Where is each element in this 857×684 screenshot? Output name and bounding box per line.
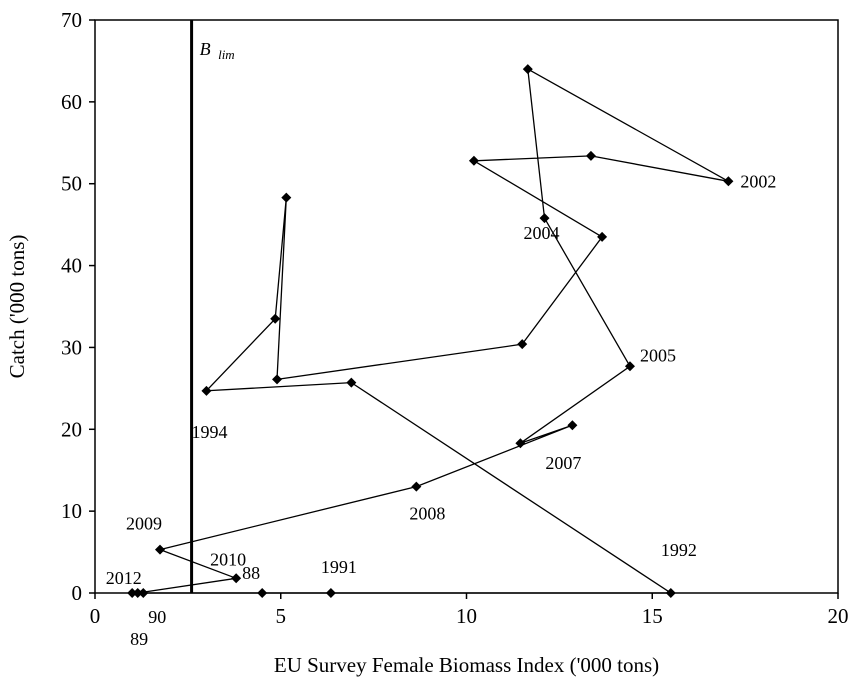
data-point — [468, 155, 479, 166]
data-point — [522, 64, 533, 75]
reference-label-main: B — [200, 39, 211, 59]
data-point — [567, 420, 578, 431]
x-tick-label: 15 — [642, 604, 663, 628]
data-point — [346, 377, 357, 388]
y-axis-title: Catch ('000 tons) — [5, 235, 29, 379]
x-tick-label: 10 — [456, 604, 477, 628]
data-point — [325, 588, 336, 598]
plot-area — [94, 19, 839, 594]
data-point — [665, 588, 676, 598]
data-point — [272, 374, 283, 385]
point-annotation: 2004 — [524, 223, 560, 243]
data-point — [597, 231, 608, 242]
point-annotation: 2007 — [545, 453, 581, 473]
reference-label-subscript: lim — [218, 47, 235, 62]
data-point — [723, 176, 734, 187]
point-annotation: 89 — [130, 629, 148, 649]
x-axis-title: EU Survey Female Biomass Index ('000 ton… — [274, 653, 659, 677]
data-point — [411, 481, 422, 492]
x-tick-label: 5 — [276, 604, 287, 628]
point-annotation: 2012 — [106, 568, 142, 588]
point-annotation: 2010 — [210, 549, 246, 569]
data-point — [201, 385, 212, 396]
data-point — [270, 313, 281, 324]
data-point — [155, 544, 166, 555]
y-tick-label: 70 — [61, 8, 82, 32]
data-point — [132, 588, 143, 598]
y-tick-label: 20 — [61, 417, 82, 441]
point-annotation: 1994 — [191, 422, 227, 442]
y-tick-label: 40 — [61, 254, 82, 278]
y-tick-label: 10 — [61, 499, 82, 523]
point-annotation: 90 — [148, 607, 166, 627]
data-point — [257, 588, 268, 598]
data-point — [138, 588, 149, 598]
point-annotation: 2009 — [126, 514, 162, 534]
point-annotation: 1992 — [661, 540, 697, 560]
y-tick-label: 60 — [61, 90, 82, 114]
series-line — [132, 67, 729, 594]
data-point — [515, 438, 526, 449]
data-point — [127, 588, 138, 598]
series-markers — [127, 64, 734, 598]
data-point — [517, 339, 528, 350]
y-tick-label: 50 — [61, 172, 82, 196]
x-tick-label: 0 — [90, 604, 101, 628]
y-axis: 0 10 20 30 40 50 60 70 — [61, 8, 95, 605]
reference-line-label: B lim — [200, 39, 235, 62]
data-point — [624, 361, 635, 372]
data-point — [281, 192, 292, 203]
series-path — [132, 67, 729, 594]
point-annotation: 2005 — [640, 345, 676, 365]
plot-frame — [94, 19, 839, 594]
y-tick-label: 0 — [72, 581, 83, 605]
data-point — [539, 213, 550, 224]
point-annotation: 88 — [242, 563, 260, 583]
x-axis: 0 5 10 15 20 — [90, 593, 849, 628]
y-tick-label: 30 — [61, 335, 82, 359]
data-point — [231, 573, 242, 584]
point-annotation: 1991 — [321, 557, 357, 577]
point-annotation: 2002 — [740, 171, 776, 191]
x-tick-label: 20 — [828, 604, 849, 628]
point-annotation: 2008 — [409, 504, 445, 524]
data-point — [585, 150, 596, 161]
